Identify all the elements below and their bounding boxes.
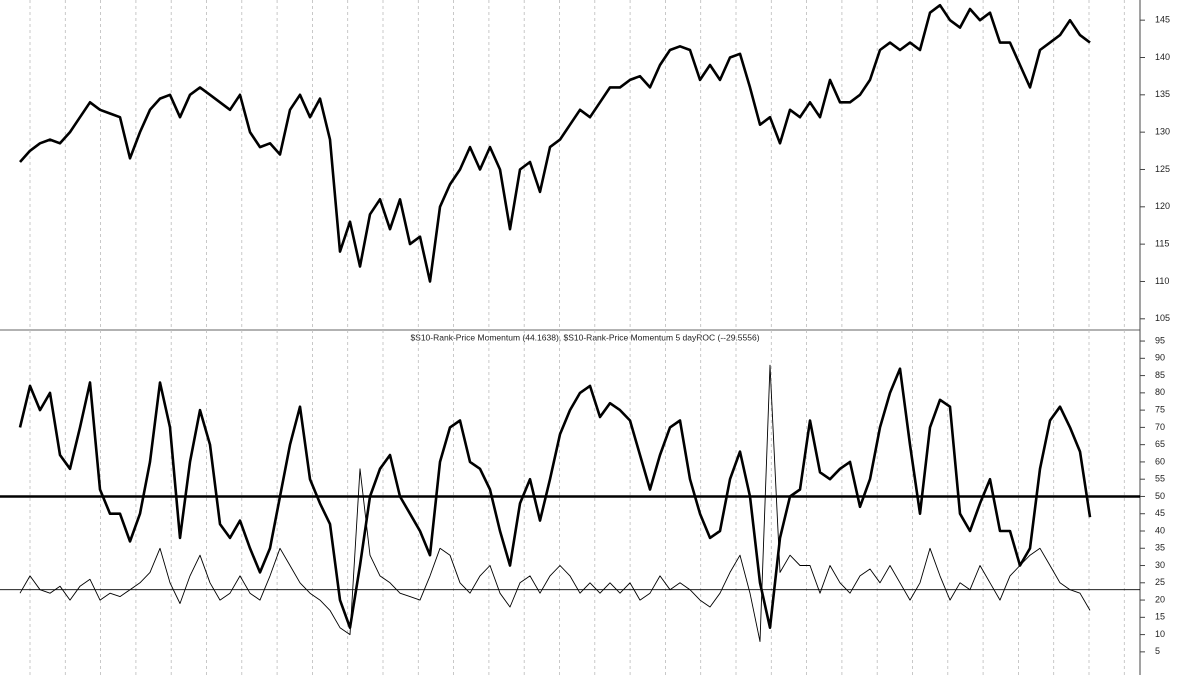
y-tick-label: 120 — [1155, 201, 1170, 211]
y-tick-label: 95 — [1155, 335, 1165, 345]
y-tick-label: 10 — [1155, 629, 1165, 639]
y-tick-label: 80 — [1155, 387, 1165, 397]
y-tick-label: 35 — [1155, 543, 1165, 553]
y-tick-label: 85 — [1155, 370, 1165, 380]
y-tick-label: 135 — [1155, 89, 1170, 99]
y-tick-label: 55 — [1155, 474, 1165, 484]
y-tick-label: 115 — [1155, 239, 1169, 249]
y-tick-label: 75 — [1155, 404, 1165, 414]
y-tick-label: 15 — [1155, 612, 1165, 622]
y-tick-label: 125 — [1155, 164, 1170, 174]
y-tick-label: 140 — [1155, 52, 1170, 62]
series-line — [18, 367, 1092, 629]
y-tick-label: 5 — [1155, 646, 1160, 656]
y-tick-label: 40 — [1155, 525, 1165, 535]
y-tick-label: 20 — [1155, 594, 1165, 604]
series-line — [19, 3, 1091, 283]
y-tick-label: 30 — [1155, 560, 1165, 570]
y-tick-label: 90 — [1155, 353, 1165, 363]
series-line — [19, 364, 1091, 642]
y-tick-label: 50 — [1155, 491, 1165, 501]
y-tick-label: 70 — [1155, 422, 1165, 432]
panel-title: $S10-Rank-Price Momentum (44.1638), $S10… — [410, 332, 759, 342]
y-tick-label: 110 — [1155, 276, 1169, 286]
y-tick-label: 145 — [1155, 15, 1170, 25]
y-tick-label: 45 — [1155, 508, 1165, 518]
y-tick-label: 60 — [1155, 456, 1165, 466]
y-tick-label: 130 — [1155, 127, 1170, 137]
y-tick-label: 65 — [1155, 439, 1165, 449]
y-tick-label: 105 — [1155, 313, 1170, 323]
y-tick-label: 25 — [1155, 577, 1165, 587]
